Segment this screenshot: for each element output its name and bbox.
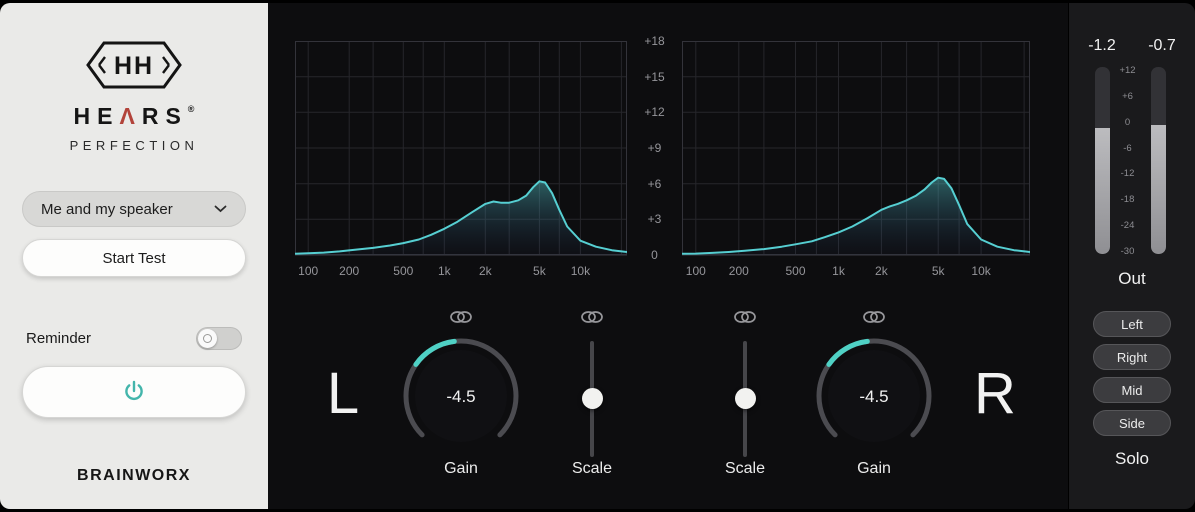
svg-text:5k: 5k [932, 264, 946, 278]
meter-tick: +12 [1119, 65, 1136, 76]
gain-knob-left[interactable]: -4.5 [400, 335, 522, 457]
svg-text:500: 500 [393, 264, 413, 278]
profile-select[interactable]: Me and my speaker [22, 191, 246, 227]
sidebar: HH HE Λ RS ® PERFECTION Me and my speaker S… [0, 3, 268, 509]
db-tick: +6 [647, 176, 662, 191]
meter-tick: -24 [1120, 220, 1135, 232]
meter-tick: 0 [1124, 116, 1131, 128]
db-tick: 0 [651, 247, 658, 262]
left-eq-graph: 100 200 500 1k 2k 5k 10k [295, 41, 627, 278]
gain-label-right: Gain [857, 460, 891, 477]
db-tick: +15 [644, 69, 665, 84]
solo-mid-button[interactable]: Mid [1093, 377, 1171, 403]
power-button[interactable] [22, 366, 246, 418]
gain-knob-right[interactable]: -4.5 [813, 335, 935, 457]
brand-wordmark: HE Λ RS ® [74, 103, 195, 130]
reminder-toggle-knob [198, 329, 217, 348]
svg-text:10k: 10k [571, 264, 591, 278]
link-icon[interactable] [862, 309, 886, 325]
profile-select-value: Me and my speaker [41, 200, 173, 218]
svg-text:100: 100 [298, 264, 318, 278]
meter-scale: +12 +6 0 -6 -12 -18 -24 -30 [1112, 66, 1144, 257]
out-label: Out [1118, 269, 1146, 288]
start-test-label: Start Test [102, 249, 166, 267]
solo-buttons: Left Right Mid Side [1093, 311, 1171, 436]
slider-thumb[interactable] [734, 388, 756, 409]
meter-tick: -18 [1120, 194, 1135, 206]
output-value-left: -1.2 [1088, 37, 1116, 54]
svg-text:5k: 5k [533, 264, 547, 278]
reminder-toggle[interactable] [196, 327, 242, 350]
solo-side-button[interactable]: Side [1093, 410, 1171, 436]
link-icon[interactable] [733, 309, 757, 325]
meter-fill-left [1094, 127, 1110, 254]
meter-tick: -30 [1120, 245, 1135, 257]
db-tick: +3 [647, 212, 662, 227]
solo-left-button[interactable]: Left [1093, 311, 1171, 337]
output-value-right: -0.7 [1148, 37, 1176, 54]
brainworx-logo: BRAINWORX [77, 467, 191, 484]
svg-text:2k: 2k [875, 264, 889, 278]
svg-text:200: 200 [339, 264, 359, 278]
plugin-window: HH HE Λ RS ® PERFECTION Me and my speaker S… [0, 3, 1195, 509]
svg-text:10k: 10k [971, 264, 991, 278]
link-icon[interactable] [580, 309, 604, 325]
start-test-button[interactable]: Start Test [22, 239, 246, 277]
svg-text:HH: HH [114, 52, 154, 80]
eq-display-panel: 100 200 500 1k 2k 5k 10k +18 +15 +12 +9 +6 +3 … [268, 3, 1068, 509]
left-channel-letter: L [326, 361, 360, 426]
output-meter-right [1150, 67, 1166, 254]
svg-text:100: 100 [686, 264, 706, 278]
eq-graphs-row: 100 200 500 1k 2k 5k 10k +18 +15 +12 +9 +6 +3 … [268, 3, 1068, 279]
gain-label-left: Gain [444, 460, 478, 477]
brand-tagline: PERFECTION [69, 138, 199, 153]
scale-slider-right[interactable] [730, 341, 760, 457]
controls-row: L R -4.5 [268, 279, 1068, 509]
meter-tick: -12 [1120, 168, 1135, 180]
power-icon [125, 380, 143, 401]
scale-label-right: Scale [724, 460, 766, 477]
reminder-row: Reminder [22, 327, 246, 350]
svg-text:1k: 1k [438, 264, 452, 278]
registered-mark: ® [187, 104, 195, 114]
meter-tick: +6 [1122, 90, 1133, 102]
reminder-label: Reminder [26, 330, 92, 347]
scale-label-left: Scale [571, 460, 613, 477]
db-tick: +18 [644, 34, 665, 48]
output-panel: -1.2 -0.7 +12 +6 0 -6 -12 -18 -24 -30 Ou… [1068, 3, 1195, 509]
solo-label: Solo [1114, 449, 1150, 468]
scale-slider-left[interactable] [577, 341, 607, 457]
output-values: -1.2 -0.7 [1079, 37, 1185, 57]
meter-fill-right [1150, 124, 1166, 254]
link-icon[interactable] [449, 309, 473, 325]
brand-lambda: Λ [119, 103, 142, 129]
brand-suffix: RS [141, 103, 188, 129]
right-channel-letter: R [974, 361, 1016, 426]
svg-text:2k: 2k [479, 264, 493, 278]
db-tick: +12 [644, 105, 665, 120]
gain-right-value: -4.5 [859, 387, 888, 406]
output-meters: +12 +6 0 -6 -12 -18 -24 -30 [1069, 66, 1195, 257]
solo-right-button[interactable]: Right [1093, 344, 1171, 370]
db-tick: +9 [647, 140, 662, 155]
meter-tick: -6 [1123, 142, 1132, 154]
svg-text:500: 500 [785, 264, 805, 278]
chevron-down-icon [214, 205, 227, 213]
gain-left-value: -4.5 [446, 387, 475, 406]
slider-thumb[interactable] [581, 388, 603, 409]
output-meter-left [1094, 67, 1110, 254]
brand-prefix: HE [73, 103, 120, 129]
svg-text:200: 200 [729, 264, 749, 278]
right-eq-graph: 100 200 500 1k 2k 5k 10k [682, 41, 1030, 278]
svg-text:1k: 1k [832, 264, 846, 278]
hears-logo-icon: HH [86, 41, 182, 89]
db-scale: +18 +15 +12 +9 +6 +3 0 [627, 35, 682, 261]
